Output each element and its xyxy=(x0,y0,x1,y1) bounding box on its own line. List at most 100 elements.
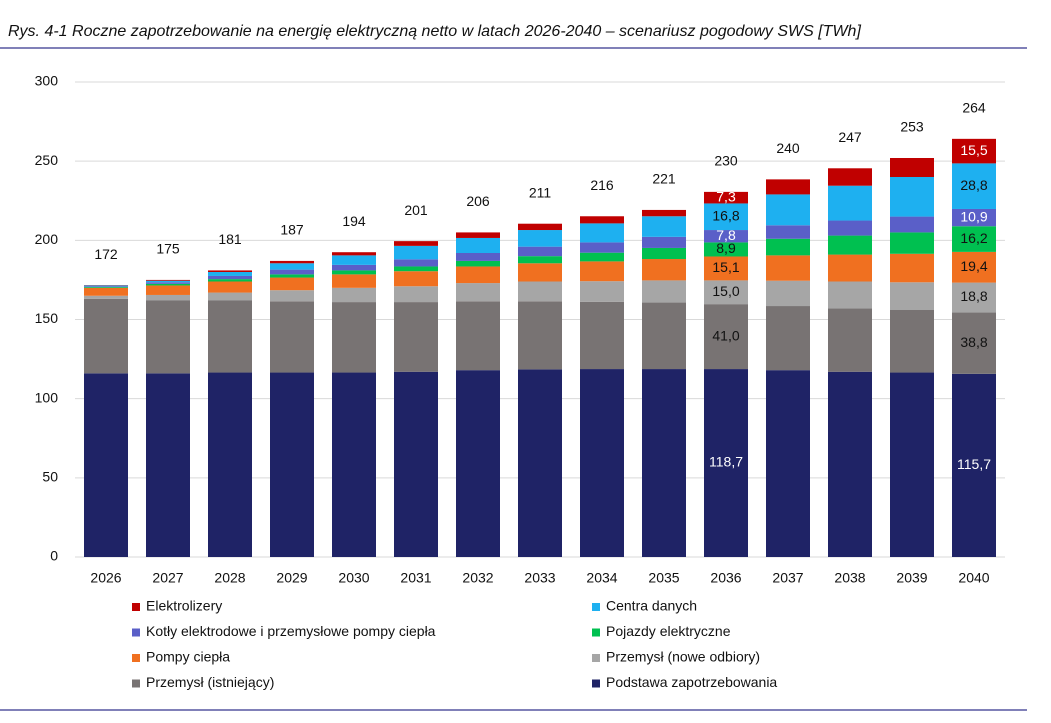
bar-segment xyxy=(270,277,314,291)
bar-segment xyxy=(952,163,996,209)
bar-segment xyxy=(332,264,376,271)
legend-label: Przemysł (nowe odbiory) xyxy=(606,649,760,665)
bar-segment xyxy=(580,281,624,302)
bar-segment xyxy=(952,282,996,313)
bar-segment xyxy=(84,285,128,287)
y-tick-label: 0 xyxy=(50,548,58,564)
data-label: 10,9 xyxy=(960,208,987,224)
legend-label: Kotły elektrodowe i przemysłowe pompy ci… xyxy=(146,623,436,639)
bar-segment xyxy=(890,232,934,254)
total-label: 211 xyxy=(529,184,552,200)
bar-segment xyxy=(332,252,376,256)
x-tick-label: 2029 xyxy=(276,570,307,586)
bar-segment xyxy=(704,203,748,231)
legend-swatch xyxy=(132,603,140,611)
bar-segment xyxy=(952,373,996,557)
bar-segment xyxy=(270,301,314,373)
bar-segment xyxy=(642,247,686,260)
bar-segment xyxy=(952,138,996,164)
bar-segment xyxy=(766,370,810,557)
bar-segment xyxy=(456,253,500,261)
legend-label: Przemysł (istniejący) xyxy=(146,674,274,690)
bar-segment xyxy=(84,286,128,288)
total-label: 216 xyxy=(590,177,614,193)
bar-segment xyxy=(518,246,562,257)
legend-label: Centra danych xyxy=(606,598,697,614)
data-label: 28,8 xyxy=(960,177,987,193)
bar-segment xyxy=(208,279,252,282)
legend-swatch xyxy=(132,654,140,662)
total-label: 201 xyxy=(404,202,428,218)
bar-segment xyxy=(580,301,624,370)
bar-segment xyxy=(456,237,500,253)
bar-segment xyxy=(208,372,252,557)
bar-segment xyxy=(704,230,748,243)
x-tick-label: 2035 xyxy=(648,570,679,586)
legend-swatch xyxy=(132,628,140,637)
bar-segment xyxy=(518,281,562,302)
bar-segment xyxy=(208,275,252,280)
bar-segment xyxy=(332,270,376,275)
bar-segment xyxy=(146,279,190,281)
bar-segment xyxy=(766,238,810,256)
total-label: 175 xyxy=(156,241,180,257)
x-tick-label: 2026 xyxy=(90,570,121,586)
legend-swatch xyxy=(592,628,600,637)
x-tick-label: 2028 xyxy=(214,570,245,586)
bar-segment xyxy=(828,185,872,221)
bar-segment xyxy=(642,216,686,237)
legend-swatch xyxy=(132,679,140,688)
bar-segment xyxy=(518,263,562,282)
y-tick-label: 50 xyxy=(42,469,58,485)
bar-segment xyxy=(146,283,190,286)
bar-segment xyxy=(270,260,314,264)
data-label: 15,0 xyxy=(712,283,739,299)
bar-segment xyxy=(890,177,934,217)
bar-segment xyxy=(642,259,686,281)
data-label: 16,2 xyxy=(960,230,987,246)
bar-segment xyxy=(580,369,624,557)
bar-segment xyxy=(84,295,128,299)
bar-segment xyxy=(146,280,190,283)
legend-swatch xyxy=(592,679,600,688)
bar-segment xyxy=(766,194,810,226)
bar-segment xyxy=(146,294,190,301)
bar-segment xyxy=(952,312,996,374)
bar-segment xyxy=(270,274,314,278)
bar-segment xyxy=(890,282,934,310)
bar-segment xyxy=(518,223,562,231)
y-tick-label: 100 xyxy=(35,389,59,405)
bar-segment xyxy=(828,254,872,282)
bar-segment xyxy=(704,369,748,557)
bar-segment xyxy=(332,255,376,265)
data-label: 15,1 xyxy=(712,259,739,275)
data-label: 8,9 xyxy=(716,240,736,256)
data-label: 115,7 xyxy=(957,456,991,472)
bar-segment xyxy=(394,286,438,303)
x-tick-label: 2031 xyxy=(400,570,431,586)
bar-segment xyxy=(580,242,624,253)
bar-segment xyxy=(208,300,252,373)
total-label: 247 xyxy=(838,129,862,145)
bar-segment xyxy=(518,369,562,557)
bar-segment xyxy=(332,274,376,288)
bar-segment xyxy=(828,281,872,309)
total-label: 194 xyxy=(342,213,366,229)
bar-segment xyxy=(580,261,624,282)
bar-segment xyxy=(828,235,872,255)
legend-label: Pompy ciepła xyxy=(146,649,230,665)
bar-segment xyxy=(952,226,996,252)
bar-segment xyxy=(580,252,624,262)
bar-segment xyxy=(394,371,438,557)
bar-segment xyxy=(332,372,376,557)
legend-swatch xyxy=(592,654,600,662)
legend-label: Pojazdy elektryczne xyxy=(606,623,731,639)
bar-segment xyxy=(828,168,872,186)
bar-segment xyxy=(766,179,810,195)
bar-segment xyxy=(580,216,624,224)
data-label: 41,0 xyxy=(712,327,739,343)
data-label: 7,8 xyxy=(716,227,736,243)
bar-segment xyxy=(394,266,438,272)
bar-segment xyxy=(270,290,314,302)
x-tick-label: 2032 xyxy=(462,570,493,586)
